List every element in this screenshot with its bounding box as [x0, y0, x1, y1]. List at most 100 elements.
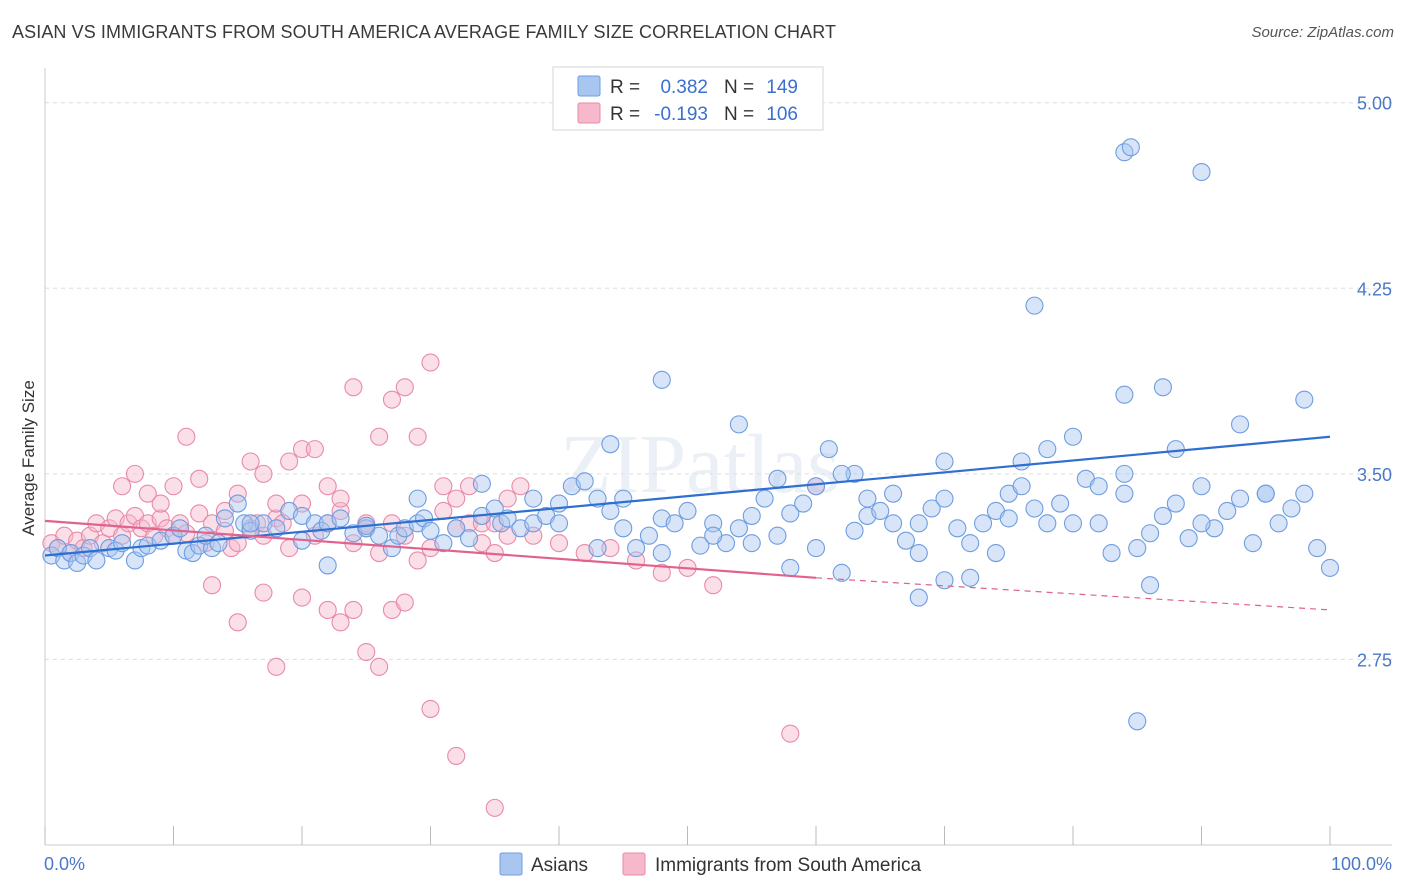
asian-point: [1231, 415, 1250, 434]
sa-point: [228, 484, 247, 503]
sa-point: [125, 464, 144, 483]
asian-point: [781, 558, 800, 577]
asian-point: [1218, 501, 1237, 521]
asian-point: [871, 501, 890, 521]
asian-point: [228, 494, 247, 513]
sa-point: [447, 746, 466, 765]
asian-point: [170, 519, 189, 538]
asian-point: [1115, 385, 1134, 404]
asian-point: [241, 514, 260, 533]
asian-point: [1269, 514, 1288, 533]
asian-point: [1102, 543, 1121, 563]
y-axis-label: Average Family Size: [19, 380, 38, 536]
asian-point: [1166, 440, 1185, 459]
asian-point: [1089, 477, 1108, 496]
asian-point: [909, 543, 928, 563]
sa-point: [408, 551, 427, 570]
asian-point: [1025, 296, 1044, 315]
legend-n-label: N =: [724, 77, 754, 98]
asian-point: [935, 452, 954, 471]
asian-point: [459, 529, 479, 548]
y-tick-label: 2.75: [1357, 650, 1392, 670]
axes: [44, 68, 1392, 846]
sa-point: [370, 657, 389, 676]
asian-point: [1089, 514, 1108, 533]
asian-point: [1063, 427, 1083, 446]
asian-point: [1128, 539, 1147, 558]
asian-point: [627, 539, 646, 558]
asian-point: [1121, 138, 1140, 157]
asian-point: [678, 501, 697, 521]
legend-swatch-asians: [577, 75, 601, 97]
sa-point: [254, 583, 273, 602]
sa-point: [421, 699, 440, 718]
sa-point: [190, 469, 209, 488]
asian-point: [1192, 162, 1211, 182]
asian-point: [1153, 378, 1172, 397]
sa-point: [203, 576, 222, 595]
sa-point: [434, 501, 453, 521]
asian-point: [209, 534, 228, 553]
asian-point: [845, 464, 864, 483]
asian-point: [1282, 499, 1301, 518]
asian-point: [1243, 534, 1262, 553]
asian-point: [1012, 477, 1031, 496]
asian-point: [845, 521, 864, 540]
y-tick-label: 4.25: [1357, 279, 1392, 299]
asian-point: [781, 504, 800, 523]
sa-point: [434, 477, 453, 496]
asian-point: [1128, 712, 1147, 731]
asian-point: [1025, 499, 1044, 518]
grid-lines: [45, 102, 1392, 660]
source-credit: Source: ZipAtlas.com: [1251, 24, 1394, 41]
sa-point: [164, 477, 183, 496]
sa-point: [241, 452, 260, 471]
asian-point: [68, 553, 87, 572]
asian-point: [1192, 514, 1211, 533]
asian-point: [819, 440, 838, 459]
sa-point: [280, 452, 299, 471]
sa-point: [190, 504, 209, 523]
sa-point: [382, 390, 402, 409]
asian-point: [961, 568, 980, 587]
asian-point: [652, 543, 671, 563]
sa-point: [652, 563, 671, 582]
asian-point: [331, 509, 350, 528]
asian-point: [215, 509, 234, 528]
asian-point: [614, 489, 633, 508]
asian-point: [768, 526, 787, 545]
asian-point: [614, 519, 633, 538]
sa-point: [267, 657, 286, 676]
asian-point: [305, 514, 324, 533]
asian-point: [447, 519, 466, 538]
sa-point: [498, 489, 517, 508]
sa-point: [331, 501, 350, 521]
asian-point: [755, 489, 774, 508]
sa-point: [511, 477, 530, 496]
asian-point: [1295, 390, 1314, 409]
asian-point: [652, 370, 671, 389]
asian-point: [1320, 558, 1340, 577]
asian-point: [588, 539, 607, 558]
asian-point: [318, 556, 337, 575]
sa-point: [113, 477, 132, 496]
legend-bottom-swatch-asians: [499, 852, 523, 876]
sa-point: [344, 600, 363, 620]
legend-r-value: -0.193: [654, 104, 708, 125]
series-asians: [42, 138, 1340, 731]
asian-point: [884, 484, 903, 503]
immigrants-trend-line: [44, 519, 817, 579]
sa-point: [601, 539, 620, 558]
asian-point: [858, 489, 877, 508]
asian-point: [1153, 506, 1172, 525]
asian-point: [665, 514, 684, 533]
legend-r-label: R =: [610, 104, 640, 125]
sa-point: [331, 489, 350, 508]
chart-title: ASIAN VS IMMIGRANTS FROM SOUTH AMERICA A…: [12, 22, 837, 42]
sa-point: [138, 484, 157, 503]
sa-point: [395, 593, 414, 612]
asian-point: [472, 474, 491, 493]
sa-point: [344, 378, 363, 397]
asian-point: [1295, 484, 1314, 503]
